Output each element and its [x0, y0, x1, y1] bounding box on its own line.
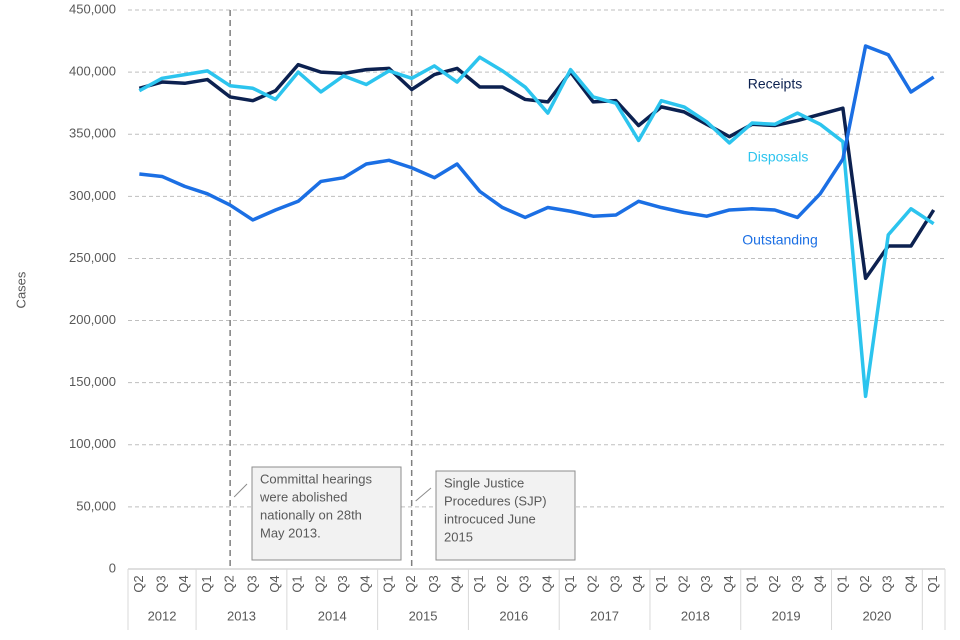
series-label: Receipts — [748, 76, 802, 92]
x-tick-label: Q1 — [834, 575, 849, 592]
annotation-text: Single Justice — [444, 475, 524, 490]
x-tick-label: Q3 — [789, 575, 804, 592]
y-tick-label: 200,000 — [69, 312, 116, 327]
x-tick-label: Q4 — [267, 575, 282, 592]
series-line — [138, 55, 935, 399]
annotation-connector — [233, 483, 248, 498]
y-tick-label: 400,000 — [69, 64, 116, 79]
y-tick-label: 350,000 — [69, 126, 116, 141]
x-tick-label: Q3 — [698, 575, 713, 592]
y-axis-label: Cases — [13, 271, 28, 308]
x-group-label: 2019 — [772, 608, 801, 623]
x-group-label: 2017 — [590, 608, 619, 623]
x-tick-label: Q2 — [857, 575, 872, 592]
x-tick-label: Q1 — [744, 575, 759, 592]
x-tick-label: Q1 — [199, 575, 214, 592]
x-tick-label: Q2 — [312, 575, 327, 592]
x-tick-label: Q4 — [176, 575, 191, 592]
x-tick-label: Q3 — [244, 575, 259, 592]
x-tick-label: Q2 — [131, 575, 146, 592]
y-tick-label: 0 — [109, 560, 116, 575]
x-group-label: 2012 — [148, 608, 177, 623]
x-tick-label: Q2 — [403, 575, 418, 592]
y-tick-label: 100,000 — [69, 436, 116, 451]
x-tick-label: Q4 — [358, 575, 373, 592]
x-tick-label: Q1 — [471, 575, 486, 592]
x-tick-label: Q4 — [630, 575, 645, 592]
x-tick-label: Q4 — [902, 575, 917, 592]
x-group-label: 2016 — [499, 608, 528, 623]
x-tick-label: Q4 — [539, 575, 554, 592]
x-group-label: 2018 — [681, 608, 710, 623]
x-tick-label: Q2 — [585, 575, 600, 592]
x-tick-label: Q1 — [653, 575, 668, 592]
series-line — [139, 44, 935, 222]
y-tick-label: 300,000 — [69, 188, 116, 203]
annotation-text: Committal hearings — [260, 471, 372, 486]
annotation-text: nationally on 28th — [260, 507, 362, 522]
x-tick-label: Q1 — [290, 575, 305, 592]
x-tick-label: Q1 — [925, 575, 940, 592]
x-tick-label: Q3 — [880, 575, 895, 592]
x-tick-label: Q3 — [517, 575, 532, 592]
x-group-label: 2020 — [862, 608, 891, 623]
x-group-label: 2014 — [318, 608, 347, 623]
annotation-text: introcuced June — [444, 511, 536, 526]
annotation-text: May 2013. — [260, 525, 321, 540]
x-tick-label: Q2 — [675, 575, 690, 592]
y-tick-label: 150,000 — [69, 374, 116, 389]
annotation-connector — [415, 487, 432, 502]
x-group-label: 2015 — [409, 608, 438, 623]
x-tick-label: Q2 — [494, 575, 509, 592]
annotation-text: Procedures (SJP) — [444, 493, 547, 508]
x-tick-label: Q4 — [449, 575, 464, 592]
annotation-text: 2015 — [444, 529, 473, 544]
annotation-box — [435, 470, 576, 561]
x-tick-label: Q4 — [812, 575, 827, 592]
x-tick-label: Q2 — [222, 575, 237, 592]
x-tick-label: Q1 — [380, 575, 395, 592]
x-tick-label: Q3 — [335, 575, 350, 592]
y-tick-label: 450,000 — [69, 1, 116, 16]
x-tick-label: Q3 — [426, 575, 441, 592]
annotation-box — [251, 466, 402, 561]
x-tick-label: Q1 — [562, 575, 577, 592]
x-tick-label: Q3 — [607, 575, 622, 592]
annotation-text: were abolished — [259, 489, 347, 504]
x-tick-label: Q2 — [766, 575, 781, 592]
x-group-label: 2013 — [227, 608, 256, 623]
y-tick-label: 250,000 — [69, 250, 116, 265]
y-tick-label: 50,000 — [76, 498, 116, 513]
x-tick-label: Q3 — [153, 575, 168, 592]
x-tick-label: Q4 — [721, 575, 736, 592]
series-label: Outstanding — [742, 232, 818, 248]
series-label: Disposals — [748, 149, 809, 165]
